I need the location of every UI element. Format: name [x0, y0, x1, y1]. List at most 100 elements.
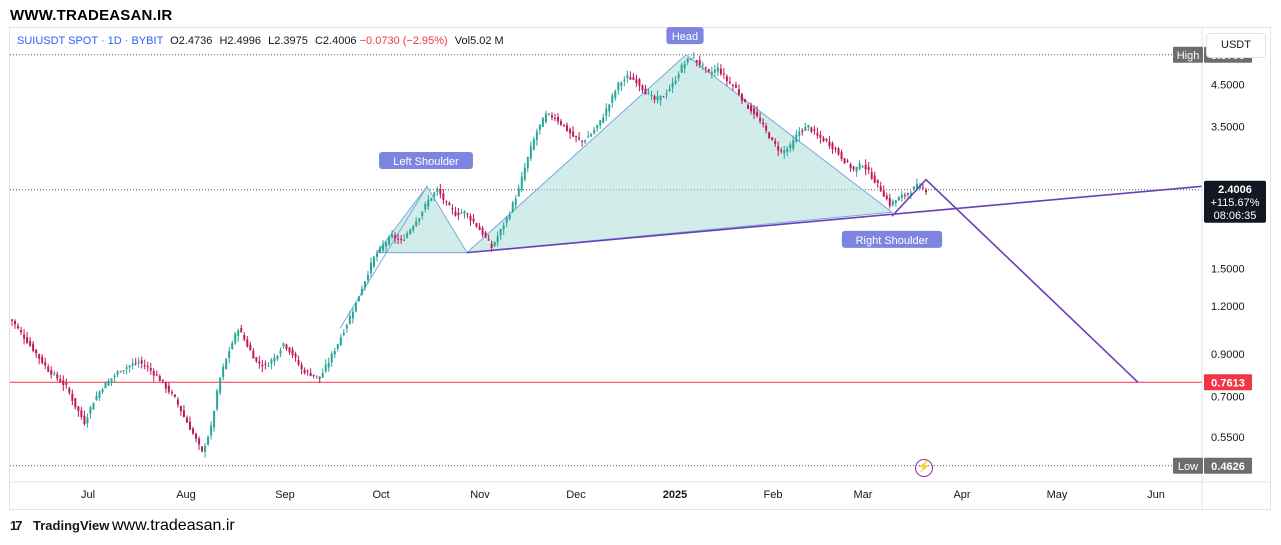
y-tick-label: 4.5000 — [1211, 79, 1245, 91]
candle-body — [671, 82, 674, 88]
candle-body — [517, 188, 520, 197]
candle-body — [523, 167, 526, 180]
close-value: 2.4006 — [322, 35, 357, 47]
candle-body — [330, 353, 333, 363]
candle-body — [710, 71, 713, 75]
candle-body — [104, 382, 107, 389]
candle-body — [611, 95, 614, 103]
currency-unit-button[interactable]: USDT — [1206, 33, 1266, 58]
y-tick-label: 0.5500 — [1211, 432, 1245, 444]
candle-body — [590, 134, 593, 137]
candle-body — [270, 359, 273, 364]
candle-body — [810, 127, 813, 132]
x-tick-label: May — [1047, 489, 1068, 501]
candle-body — [41, 356, 44, 364]
candle-body — [653, 96, 656, 100]
candle-body — [584, 140, 587, 143]
candle-body — [315, 375, 318, 377]
candle-body — [439, 189, 442, 195]
candle-body — [348, 315, 351, 325]
candle-body — [520, 176, 523, 190]
candle-body — [756, 111, 759, 117]
candle-body — [566, 125, 569, 131]
candle-body — [602, 117, 605, 123]
candle-body — [83, 415, 86, 425]
candle-body — [366, 274, 369, 280]
candle-body — [894, 200, 897, 204]
low-value: 2.3975 — [274, 35, 308, 47]
candle-body — [306, 370, 309, 372]
candle-body — [427, 199, 430, 207]
candle-body — [279, 350, 282, 354]
candle-body — [98, 391, 101, 398]
low-price-tag-caption: Low — [1178, 461, 1198, 473]
candle-body — [95, 396, 98, 401]
candle-body — [179, 406, 182, 412]
candle-body — [252, 350, 255, 359]
lightning-icon[interactable]: ⚡ — [915, 459, 933, 477]
candle-body — [312, 374, 315, 376]
candle-body — [759, 118, 762, 122]
y-tick-label: 3.5000 — [1211, 122, 1245, 134]
candle-body — [596, 125, 599, 129]
symbol-name[interactable]: SUIUSDT SPOT · 1D · BYBIT — [17, 35, 164, 47]
candle-body — [478, 226, 481, 231]
candle-body — [798, 131, 801, 136]
candle-body — [888, 197, 891, 206]
tradingview-logo[interactable]: 17 TradingView — [10, 518, 109, 533]
candle-body — [213, 411, 216, 428]
candle-body — [297, 360, 300, 365]
grid-layer — [10, 54, 1202, 467]
candle-body — [897, 197, 900, 201]
candle-body — [113, 375, 116, 378]
candle-body — [155, 374, 158, 376]
candle-body — [409, 229, 412, 234]
candle-body — [701, 64, 704, 66]
candle-body — [294, 353, 297, 358]
candle-body — [32, 343, 35, 351]
right-shoulder-label-bg — [841, 230, 943, 248]
close-label: C — [314, 35, 323, 47]
low-label: L — [268, 35, 275, 47]
candle-body — [744, 99, 747, 102]
candle-body — [216, 390, 219, 410]
candle-body — [563, 124, 566, 126]
candle-body — [683, 63, 686, 69]
candle-body — [291, 349, 294, 356]
candle-body — [575, 135, 578, 138]
x-tick-label: Sep — [275, 489, 295, 501]
candle-body — [912, 186, 915, 190]
candle-body — [647, 92, 650, 94]
candle-body — [879, 186, 882, 192]
candle-body — [665, 93, 668, 96]
candle-body — [451, 208, 454, 210]
candle-body — [641, 85, 644, 91]
candle-body — [357, 296, 360, 302]
candle-body — [140, 360, 143, 364]
candle-body — [282, 343, 285, 347]
candle-body — [309, 372, 312, 376]
candle-body — [56, 374, 59, 379]
high-label: H — [219, 35, 228, 47]
candle-body — [391, 234, 394, 238]
candle-body — [508, 214, 511, 219]
candle-body — [228, 351, 231, 358]
candle-body — [560, 121, 563, 125]
candle-body — [750, 105, 753, 112]
candle-body — [864, 164, 867, 170]
candle-body — [819, 135, 822, 138]
candle-body — [89, 407, 92, 414]
candle-body — [258, 361, 261, 364]
x-tick-label: 2025 — [663, 489, 687, 501]
candle-body — [698, 60, 701, 65]
candle-body — [774, 141, 777, 144]
x-tick-label: Feb — [764, 489, 783, 501]
candle-body — [164, 382, 167, 389]
current-price: 2.4006 — [1218, 184, 1252, 196]
level-price-tag: 0.7613 — [1211, 377, 1245, 389]
candle-body — [369, 262, 372, 274]
candle-body — [92, 402, 95, 410]
candle-body — [909, 193, 912, 195]
candle-body — [170, 391, 173, 394]
